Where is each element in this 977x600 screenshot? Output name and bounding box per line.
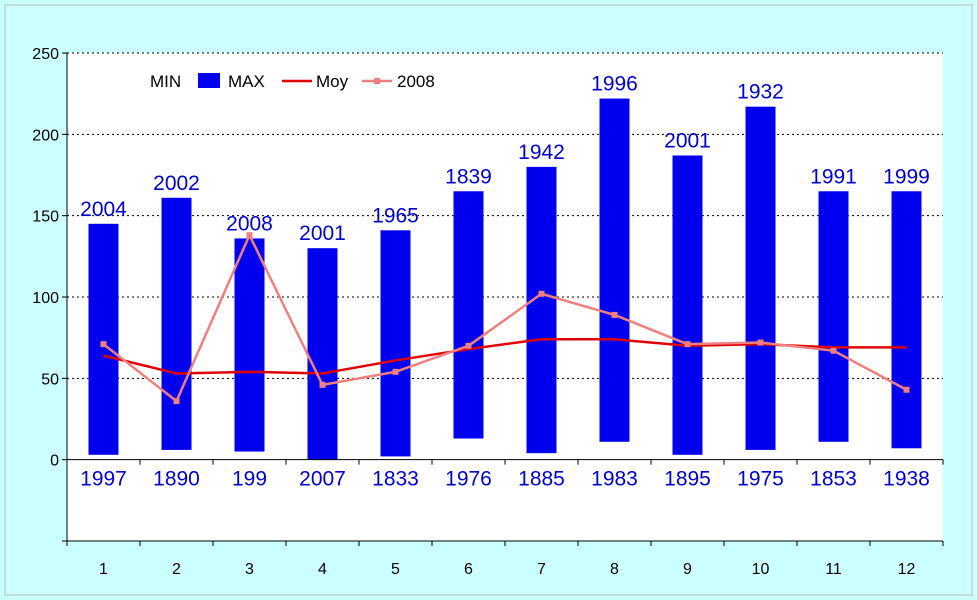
min-year-label: 1975 bbox=[737, 468, 784, 491]
bar-range bbox=[526, 166, 557, 454]
series-2008-point bbox=[684, 341, 691, 348]
x-tick-label: 2 bbox=[172, 561, 181, 578]
x-tick-label: 7 bbox=[537, 561, 546, 578]
y-tick-label: 0 bbox=[50, 453, 59, 470]
min-year-label: 1997 bbox=[80, 468, 127, 491]
min-year-label: 1938 bbox=[883, 468, 930, 491]
series-2008-point bbox=[319, 381, 326, 388]
series-2008-point bbox=[830, 347, 837, 354]
legend-2008-label: 2008 bbox=[397, 72, 435, 91]
min-year-label: 199 bbox=[232, 468, 267, 491]
grid bbox=[67, 52, 943, 379]
y-tick-label: 150 bbox=[32, 209, 59, 226]
min-year-label-bg bbox=[369, 465, 422, 491]
bar-range bbox=[672, 155, 703, 455]
x-tick-label: 10 bbox=[752, 561, 770, 578]
bar-range bbox=[88, 223, 119, 455]
min-year-label-bg bbox=[442, 465, 495, 491]
bar-range bbox=[161, 197, 192, 450]
legend-2008-marker bbox=[374, 78, 380, 84]
max-year-label: 1991 bbox=[810, 165, 857, 188]
bars bbox=[88, 98, 922, 460]
legend-max-swatch bbox=[198, 73, 220, 88]
series-2008-point bbox=[611, 311, 618, 318]
max-year-label: 1839 bbox=[445, 165, 492, 188]
max-year-label: 1942 bbox=[518, 141, 565, 164]
min-year-label: 1983 bbox=[591, 468, 638, 491]
y-tick-label: 50 bbox=[41, 371, 59, 388]
bar-range bbox=[234, 238, 265, 452]
max-year-label: 2004 bbox=[80, 198, 127, 221]
min-year-label: 1853 bbox=[810, 468, 857, 491]
min-year-label-bg bbox=[150, 465, 203, 491]
bar-range bbox=[891, 191, 922, 449]
min-year-label: 1895 bbox=[664, 468, 711, 491]
x-tick-label: 8 bbox=[610, 561, 619, 578]
x-tick-label: 3 bbox=[245, 561, 254, 578]
min-year-label-bg bbox=[229, 465, 270, 491]
min-year-label-bg bbox=[661, 465, 714, 491]
max-year-label: 1932 bbox=[737, 81, 784, 104]
legend-min-label: MIN bbox=[150, 72, 181, 91]
min-year-label: 1890 bbox=[153, 468, 200, 491]
min-year-label-bg bbox=[734, 465, 787, 491]
max-year-label: 2001 bbox=[664, 129, 711, 152]
series-2008-point bbox=[903, 386, 910, 393]
x-tick-label: 5 bbox=[391, 561, 400, 578]
legend-max-label: MAX bbox=[228, 72, 265, 91]
y-tick-label: 200 bbox=[32, 127, 59, 144]
series-2008-point bbox=[465, 342, 472, 349]
series-2008-point bbox=[392, 368, 399, 375]
series-lines bbox=[100, 232, 910, 405]
min-year-label-bg bbox=[77, 465, 130, 491]
series-2008-point bbox=[100, 341, 107, 348]
series-2008-line bbox=[102, 233, 908, 403]
y-tick-label: 250 bbox=[32, 46, 59, 63]
min-year-label: 1976 bbox=[445, 468, 492, 491]
min-year-label: 1833 bbox=[372, 468, 419, 491]
max-year-label: 2001 bbox=[299, 222, 346, 245]
max-year-label: 1999 bbox=[883, 165, 930, 188]
x-tick-label: 6 bbox=[464, 561, 473, 578]
legend: MIN MAX Moy 2008 bbox=[150, 72, 435, 91]
min-year-label-bg bbox=[296, 465, 349, 491]
x-tick-label: 9 bbox=[683, 561, 692, 578]
min-year-label: 2007 bbox=[299, 468, 346, 491]
bar-range bbox=[307, 248, 338, 460]
x-tick-label: 4 bbox=[318, 561, 327, 578]
min-year-label-bg bbox=[588, 465, 641, 491]
x-tick-label: 12 bbox=[898, 561, 916, 578]
series-2008-point bbox=[757, 339, 764, 346]
min-year-label: 1885 bbox=[518, 468, 565, 491]
series-2008-point bbox=[246, 232, 253, 239]
max-year-label: 1996 bbox=[591, 73, 638, 96]
legend-moy-label: Moy bbox=[316, 72, 349, 91]
max-year-label: 1965 bbox=[372, 204, 419, 227]
series-2008-point bbox=[538, 290, 545, 297]
bar-range bbox=[745, 106, 776, 450]
data-labels: 2004 2002 2008 2001 1965 1839 1942 1996 2001 1932… bbox=[77, 73, 933, 491]
y-tick-label: 100 bbox=[32, 290, 59, 307]
bar-range bbox=[453, 191, 484, 439]
x-tick-label: 1 bbox=[99, 561, 108, 578]
x-tick-label: 11 bbox=[825, 561, 842, 578]
max-year-label: 2008 bbox=[226, 212, 273, 235]
bar-range bbox=[599, 98, 630, 442]
max-year-label: 2002 bbox=[153, 172, 200, 195]
min-year-label-bg bbox=[880, 465, 933, 491]
bar-range bbox=[380, 230, 411, 457]
min-year-label-bg bbox=[807, 465, 860, 491]
bar-range bbox=[818, 191, 849, 442]
series-2008-point bbox=[173, 398, 180, 405]
min-year-label-bg bbox=[515, 465, 568, 491]
